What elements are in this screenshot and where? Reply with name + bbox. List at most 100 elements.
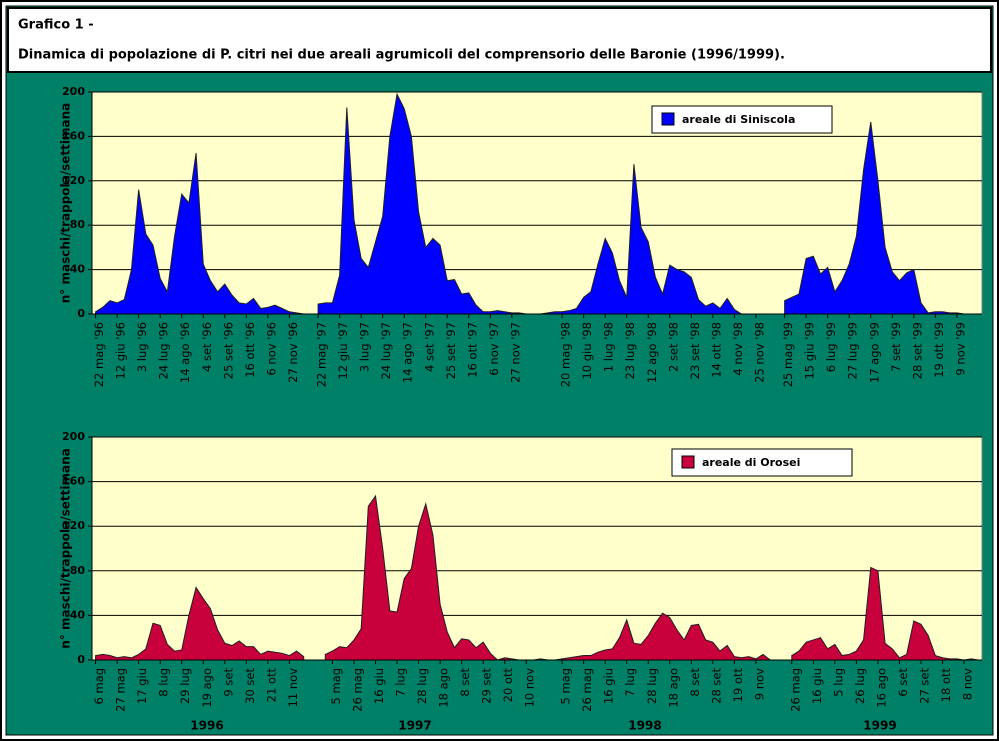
x-tick-label: 6 nov '97 xyxy=(487,322,501,376)
x-tick-label: 12 ago '98 xyxy=(645,322,659,383)
x-tick-label: 28 lug xyxy=(415,668,429,704)
y-tick-label: 0 xyxy=(77,653,85,666)
x-tick-label: 7 set '99 xyxy=(889,322,903,372)
y-tick-label: 160 xyxy=(62,129,85,142)
y-tick-label: 200 xyxy=(62,85,85,98)
group-label: 1997 xyxy=(398,719,431,733)
y-tick-label: 40 xyxy=(70,608,86,621)
x-tick-label: 29 lug xyxy=(178,668,192,704)
x-tick-label: 23 lug '98 xyxy=(623,322,637,380)
x-tick-label: 7 lug xyxy=(394,668,408,697)
legend-swatch xyxy=(681,455,695,469)
area xyxy=(95,152,304,315)
x-tick-label: 10 giu '98 xyxy=(580,322,594,380)
x-tick-label: 25 nov '98 xyxy=(752,322,766,383)
y-tick-label: 0 xyxy=(77,307,85,320)
x-tick-label: 19 ago xyxy=(200,668,214,708)
x-tick-label: 28 set xyxy=(709,668,723,704)
x-tick-label: 18 ott xyxy=(939,668,953,703)
x-tick-label: 6 mag xyxy=(92,668,106,705)
y-axis-label: n° maschi/trappola/settimana xyxy=(59,103,73,304)
plot-area xyxy=(91,91,983,315)
x-tick-label: 27 mag xyxy=(114,668,128,712)
x-tick-label: 26 mag xyxy=(788,668,802,712)
x-tick-label: 5 mag xyxy=(329,668,343,705)
x-tick-label: 8 lug xyxy=(157,668,171,697)
group-label: 1996 xyxy=(190,719,223,733)
x-tick-label: 14 ago '96 xyxy=(178,322,192,383)
x-tick-label: 28 set '99 xyxy=(910,322,924,379)
x-tick-label: 9 nov xyxy=(752,668,766,700)
x-tick-label: 27 nov '96 xyxy=(286,322,300,383)
x-tick-label: 21 ott xyxy=(264,668,278,703)
x-tick-label: 3 lug '97 xyxy=(358,322,372,372)
group-label: 1998 xyxy=(628,719,661,733)
x-tick-label: 17 giu xyxy=(135,668,149,704)
x-tick-label: 19 ott '99 xyxy=(932,322,946,378)
x-tick-label: 8 set xyxy=(458,668,472,697)
y-tick-label: 80 xyxy=(70,218,86,231)
group-label: 1999 xyxy=(863,719,896,733)
x-tick-label: 5 lug xyxy=(831,668,845,697)
y-tick-label: 160 xyxy=(62,475,85,488)
x-tick-label: 24 lug '97 xyxy=(379,322,393,380)
legend-box xyxy=(651,105,833,134)
x-tick-label: 26 lug xyxy=(853,668,867,704)
x-tick-label: 12 giu '96 xyxy=(114,322,128,380)
y-tick-label: 120 xyxy=(62,174,85,187)
x-tick-label: 28 lug xyxy=(645,668,659,704)
legend-box xyxy=(671,448,853,477)
x-tick-label: 11 nov xyxy=(286,668,300,708)
y-tick-label: 80 xyxy=(70,564,86,577)
x-tick-label: 16 giu xyxy=(810,668,824,704)
x-tick-label: 4 set '96 xyxy=(200,322,214,372)
x-tick-label: 6 nov '96 xyxy=(264,322,278,376)
x-tick-label: 26 mag xyxy=(580,668,594,712)
x-tick-label: 20 mag '98 xyxy=(559,322,573,387)
x-tick-label: 6 lug '99 xyxy=(824,322,838,372)
x-tick-label: 22 mag '97 xyxy=(315,322,329,387)
subtitle: Dinamica di popolazione di P. citri nei … xyxy=(18,48,785,63)
x-tick-label: 16 ago xyxy=(874,668,888,708)
x-tick-label: 25 set '96 xyxy=(221,322,235,379)
x-tick-label: 3 lug '96 xyxy=(135,322,149,372)
x-tick-label: 19 ott xyxy=(731,668,745,703)
legend-label: areale di Siniscola xyxy=(682,113,795,126)
x-tick-label: 25 set '97 xyxy=(444,322,458,379)
x-tick-label: 9 set xyxy=(221,668,235,697)
y-tick-label: 40 xyxy=(70,263,86,276)
legend-swatch xyxy=(661,112,675,126)
x-tick-label: 16 giu xyxy=(372,668,386,704)
x-tick-label: 12 giu '97 xyxy=(336,322,350,380)
x-tick-label: 16 giu xyxy=(602,668,616,704)
x-tick-label: 10 nov xyxy=(523,668,537,708)
x-tick-label: 29 set xyxy=(480,668,494,704)
x-tick-label: 18 ago xyxy=(666,668,680,708)
x-tick-label: 5 mag xyxy=(559,668,573,705)
x-tick-label: 8 set xyxy=(688,668,702,697)
x-tick-label: 16 ott '96 xyxy=(243,322,257,378)
x-tick-label: 14 ott '98 xyxy=(709,322,723,378)
x-tick-label: 20 ott xyxy=(501,668,515,703)
x-tick-label: 4 set '97 xyxy=(422,322,436,372)
legend-label: areale di Orosei xyxy=(702,456,800,469)
x-tick-label: 4 nov '98 xyxy=(731,322,745,376)
area xyxy=(791,566,979,661)
x-tick-label: 17 ago '99 xyxy=(867,322,881,383)
area xyxy=(784,121,979,315)
x-tick-label: 9 nov '99 xyxy=(953,322,967,376)
x-tick-label: 16 ott '97 xyxy=(465,322,479,378)
x-tick-label: 23 set '98 xyxy=(688,322,702,379)
area xyxy=(95,586,305,661)
title-box xyxy=(7,7,992,73)
x-tick-label: 14 ago '97 xyxy=(401,322,415,383)
x-tick-label: 24 lug '96 xyxy=(157,322,171,380)
x-tick-label: 2 set '98 xyxy=(666,322,680,372)
x-tick-label: 27 set xyxy=(917,668,931,704)
x-tick-label: 15 giu '99 xyxy=(803,322,817,380)
title: Grafico 1 - xyxy=(18,18,94,33)
y-axis-label: n° maschi/trappola/settimana xyxy=(59,448,73,649)
x-tick-label: 7 lug xyxy=(623,668,637,697)
y-tick-label: 200 xyxy=(62,430,85,443)
